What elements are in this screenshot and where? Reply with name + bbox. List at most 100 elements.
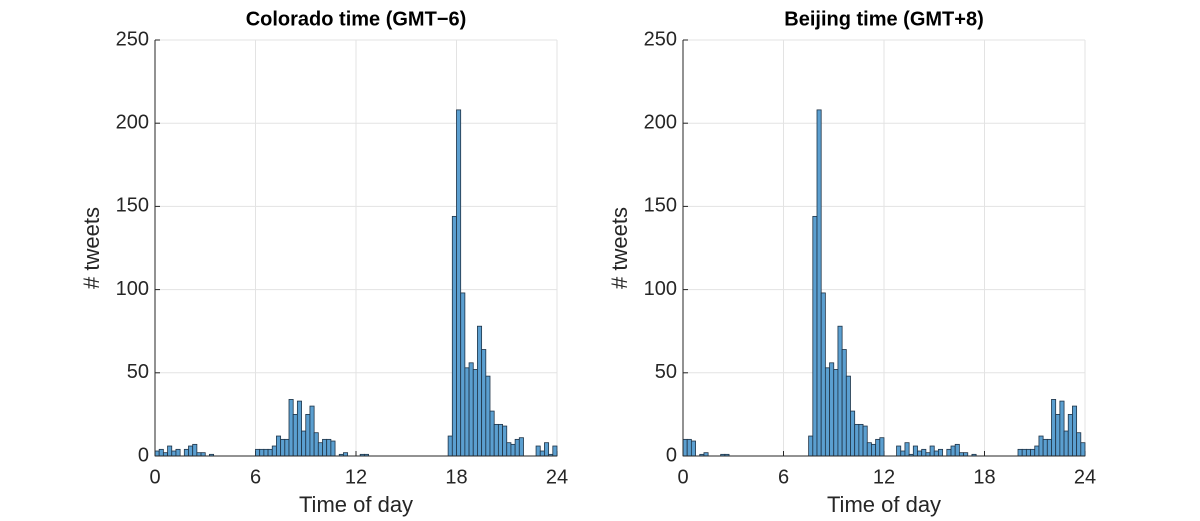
y-tick-label: 100 [644,278,677,300]
chart-title: Beijing time (GMT+8) [784,8,983,30]
x-axis-label: Time of day [827,492,941,517]
bar [1055,413,1061,457]
bar [871,443,877,457]
bar [456,109,462,457]
chart-title: Colorado time (GMT−6) [246,8,467,30]
bar [850,410,856,457]
bar [837,325,843,457]
bar [167,445,173,457]
bar [1067,413,1073,457]
bar [192,443,198,457]
x-tick-label: 24 [546,466,568,488]
bar [1063,430,1069,457]
bar [938,448,944,457]
bar [544,442,550,457]
bar [1038,435,1044,457]
bar [1042,438,1048,457]
x-tick-label: 24 [1074,466,1096,488]
bar [280,438,286,457]
bar [326,438,332,457]
bar [468,362,474,457]
y-tick-label: 50 [655,361,677,383]
y-tick-label: 100 [116,278,149,300]
y-tick-label: 250 [644,28,677,50]
bar [481,349,487,457]
bar [271,445,277,457]
bar [904,442,910,457]
x-tick-label: 0 [149,466,160,488]
bar [502,425,508,457]
bar [296,400,302,457]
bar [829,362,835,457]
bar [1072,405,1078,457]
x-tick-label: 6 [250,466,261,488]
bar [946,448,952,457]
bar [493,423,499,457]
panel: 0 50 100 150 200 250 0 6 12 18 24 Colorado time (GM… [79,8,568,517]
bar [858,423,864,457]
y-tick-label: 150 [116,195,149,217]
y-tick-label: 200 [644,111,677,133]
bar [506,442,512,457]
bar [1017,448,1023,457]
bar [866,442,872,457]
bar [808,435,814,457]
bar [464,367,470,457]
panel: 0 50 100 150 200 250 0 6 12 18 24 Beijing time (GMT… [607,8,1096,517]
bar [322,438,328,457]
bar [183,448,189,457]
bar [317,442,323,457]
bar [175,448,181,457]
bar [292,413,298,457]
bar [820,292,826,457]
bar [552,445,558,457]
bar [514,438,520,457]
x-axis-label: Time of day [299,492,413,517]
x-tick-label: 0 [677,466,688,488]
y-tick-label: 0 [666,444,677,466]
bar [1046,438,1052,457]
x-tick-label: 12 [873,466,895,488]
bar [841,349,847,457]
bar [284,438,290,457]
bar [472,369,478,457]
bar [1030,448,1036,457]
bar [154,450,160,457]
bar [330,440,336,457]
bar [510,443,516,457]
bar [950,445,956,457]
bar [477,325,483,457]
x-tick-label: 6 [778,466,789,488]
bar [276,435,282,457]
bar [1080,442,1086,457]
bar [539,450,545,457]
bar [313,432,319,457]
bar [1051,399,1057,457]
bar [812,215,818,457]
bar [301,430,307,457]
bar [188,445,194,457]
bar [875,438,881,457]
bar [1059,400,1065,457]
bar [497,423,503,457]
bar [690,440,696,457]
bar [917,450,923,457]
bar [305,413,311,457]
bar [485,375,491,457]
bar [259,448,265,457]
bar [171,450,177,457]
bar [845,375,851,457]
bar [862,425,868,457]
bar [682,438,688,457]
bar [1025,448,1031,457]
y-tick-label: 150 [644,195,677,217]
bar [816,109,822,457]
bar [460,292,466,457]
bar [309,405,315,457]
bar [896,445,902,457]
y-tick-label: 50 [127,361,149,383]
bar [854,423,860,457]
bar [451,215,457,457]
bar [1034,445,1040,457]
